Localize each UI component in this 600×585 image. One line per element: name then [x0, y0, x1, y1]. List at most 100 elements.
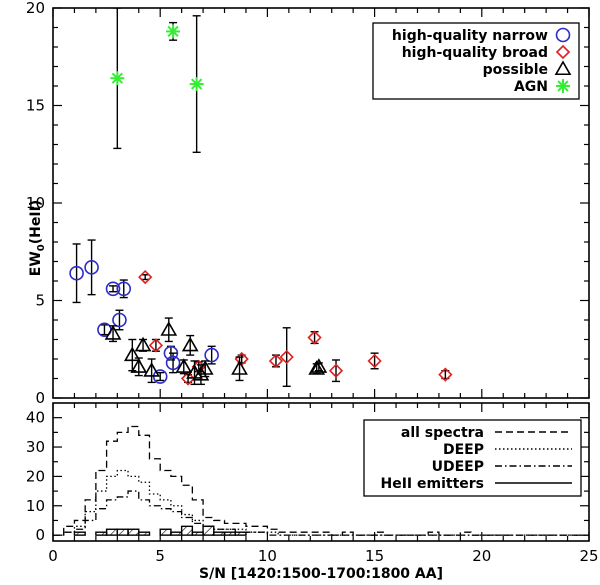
top-data-layer [69, 8, 453, 387]
data-point-triangle [231, 360, 248, 375]
top-y-tick-label: 0 [35, 389, 45, 407]
data-point-triangle [196, 360, 214, 375]
histogram-bar-heii [223, 531, 236, 536]
histogram-bar-heii [170, 531, 183, 536]
legend-label-possible: possible [483, 62, 548, 78]
x-tick-label: 10 [258, 547, 277, 565]
top-y-tick-label: 15 [26, 97, 45, 115]
histogram-bar-heii [180, 525, 194, 536]
x-tick-label: 0 [48, 547, 58, 565]
x-axis-label: S/N [1420:1500-1700:1800 AA] [199, 566, 443, 582]
error-bar [87, 239, 96, 296]
x-tick-label: 20 [472, 547, 491, 565]
bottom-plot-frame [52, 402, 590, 542]
y-axis-label: EW0(HeII) [28, 200, 47, 276]
data-point-circle [165, 355, 181, 371]
top-ticks [52, 7, 590, 399]
top-y-tick-label: 10 [26, 194, 45, 212]
top-tick-labels: 0 5 10 15 20 [26, 0, 45, 407]
legend-label-heii-emitters: HeII emitters [380, 476, 484, 492]
histogram-bar-heii [116, 528, 129, 536]
data-point-diamond [180, 371, 196, 386]
data-point-diamond [148, 338, 164, 353]
histogram-bar-heii [127, 528, 140, 536]
error-bar [100, 324, 109, 336]
data-point-triangle [175, 358, 193, 373]
top-panel: 0 5 10 15 20 EW0(HeII) high-quality narrow h… [26, 0, 590, 407]
data-point-circle [163, 345, 179, 361]
legend-marker-circle [555, 27, 571, 43]
legend-label-udeep: UDEEP [432, 459, 484, 475]
histogram-dashdot [53, 490, 589, 536]
legend-marker-asterisk [556, 79, 570, 93]
data-point-diamond [138, 269, 153, 285]
bottom-data-layer [53, 425, 589, 536]
data-point-asterisk [110, 71, 125, 86]
data-point-circle [105, 281, 121, 297]
histogram-bar-heii [105, 528, 119, 536]
bottom-y-tick-label: 30 [26, 438, 45, 456]
histogram-bar-heii [213, 531, 226, 536]
error-bar [282, 327, 291, 387]
bottom-tick-labels: 0 5 10 15 20 25 0 10 20 30 40 [26, 409, 599, 565]
top-y-tick-label: 20 [26, 0, 45, 17]
data-point-diamond [438, 367, 453, 382]
histogram-bar-heii [234, 531, 247, 536]
bottom-y-tick-label: 10 [26, 497, 45, 515]
top-legend: high-quality narrow high-quality broad p… [372, 22, 580, 100]
bottom-y-tick-label: 0 [35, 526, 45, 544]
data-point-circle [204, 347, 219, 363]
top-y-tick-label: 5 [35, 292, 45, 310]
data-point-diamond [279, 349, 294, 365]
data-point-triangle [143, 362, 161, 377]
data-point-triangle [181, 336, 199, 352]
x-tick-label: 15 [365, 547, 384, 565]
histogram-bar-heii [191, 531, 204, 536]
legend-marker-triangle [554, 60, 572, 76]
data-point-diamond [367, 353, 382, 369]
histogram-bar-heii [159, 528, 172, 536]
data-point-circle [116, 281, 132, 297]
data-point-triangle [123, 346, 141, 362]
data-point-circle [69, 265, 84, 281]
error-bar [332, 359, 341, 383]
top-legend-markers [554, 27, 572, 93]
histogram-bar-heii [138, 531, 151, 536]
error-bar [141, 274, 150, 281]
data-point-triangle [160, 321, 178, 336]
legend-marker-diamond [555, 44, 571, 60]
bottom-panel: 0 5 10 15 20 25 0 10 20 30 40 S/N [1420:1500-1700:… [26, 402, 599, 582]
data-point-asterisk [189, 77, 204, 92]
legend-label-broad: high-quality broad [402, 45, 548, 61]
legend-label-all-spectra: all spectra [401, 425, 484, 441]
data-point-triangle [130, 358, 148, 373]
x-tick-label: 25 [579, 547, 598, 565]
x-tick-label: 5 [155, 547, 165, 565]
top-legend-box [372, 22, 580, 100]
data-point-triangle [104, 325, 122, 340]
data-point-asterisk [166, 24, 181, 39]
data-point-diamond [268, 353, 284, 369]
error-bar [109, 285, 118, 293]
bottom-legend: all spectra DEEP UDEEP HeII emitters [363, 419, 582, 497]
data-point-triangle [310, 358, 328, 373]
legend-label-deep: DEEP [443, 442, 484, 458]
legend-label-agn: AGN [514, 79, 548, 95]
bottom-y-tick-label: 40 [26, 409, 45, 427]
data-point-diamond [307, 330, 322, 345]
error-bar [72, 243, 81, 304]
data-point-circle [112, 312, 127, 328]
histogram-bar-heii [95, 531, 108, 536]
bottom-legend-lines [495, 431, 572, 484]
data-point-triangle [308, 360, 326, 375]
legend-label-narrow: high-quality narrow [392, 28, 548, 44]
bottom-y-tick-label: 20 [26, 467, 45, 485]
histogram-dashed [53, 425, 589, 536]
data-point-diamond [328, 363, 344, 378]
data-point-circle [84, 260, 99, 275]
error-bar [139, 338, 148, 352]
histogram-bar-heii [202, 525, 215, 536]
bottom-ticks [52, 403, 590, 541]
histogram-bar-heii [73, 531, 86, 536]
